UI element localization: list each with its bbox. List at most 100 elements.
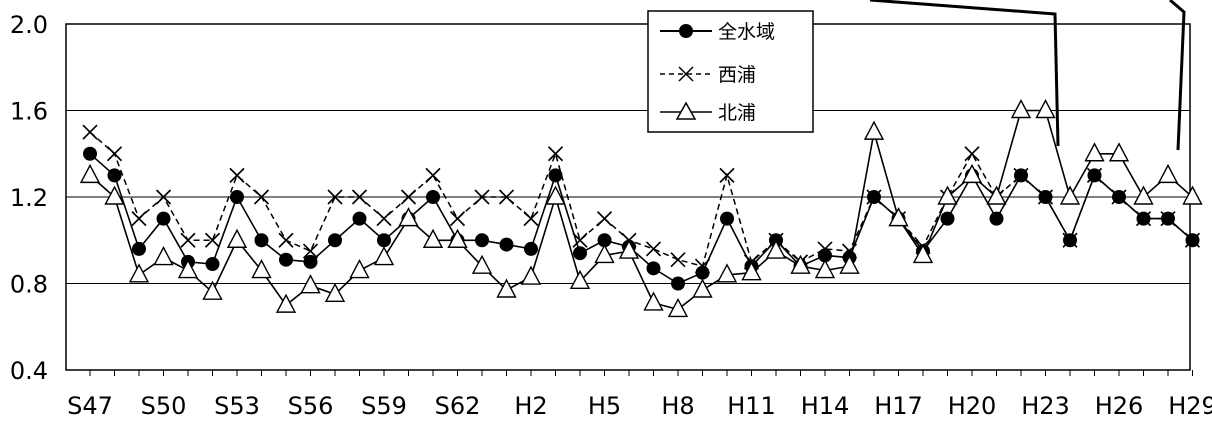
data-point-series-2	[422, 228, 444, 248]
y-tick-label: 1.6	[10, 98, 48, 126]
data-point-series-2	[863, 120, 885, 140]
data-point-series-2	[765, 239, 787, 259]
data-point-series-0	[132, 241, 146, 256]
y-tick-label: 0.8	[10, 271, 48, 299]
data-point-series-2	[741, 261, 762, 281]
x-tick-label: H29	[1168, 392, 1212, 420]
data-point-series-1	[229, 167, 245, 183]
data-point-series-2	[1084, 142, 1105, 162]
data-point-series-2	[1059, 185, 1081, 205]
legend-label-1: 西浦	[718, 64, 756, 86]
x-tick-label: H11	[727, 392, 776, 420]
data-point-series-2	[79, 163, 101, 184]
data-point-series-0	[646, 261, 661, 276]
x-tick-label: H17	[874, 392, 923, 420]
data-point-series-2	[545, 185, 566, 205]
data-point-series-0	[720, 211, 734, 226]
data-point-series-1	[425, 167, 441, 183]
x-tick-label: S59	[361, 392, 407, 420]
x-tick-label: H23	[1021, 392, 1070, 420]
data-point-series-2	[128, 263, 150, 283]
y-tick-label: 0.4	[10, 357, 48, 385]
data-point-series-1	[1062, 232, 1078, 248]
data-point-series-1	[106, 146, 123, 162]
series-markers	[79, 99, 1203, 318]
data-point-series-2	[447, 228, 468, 248]
x-tick-label: H8	[661, 392, 694, 420]
data-point-series-2	[1035, 99, 1056, 119]
data-point-series-0	[303, 254, 318, 269]
x-tick-label: S47	[67, 392, 113, 420]
data-point-series-2	[1010, 99, 1032, 119]
data-point-series-0	[548, 168, 563, 183]
data-point-series-1	[131, 211, 147, 227]
data-point-series-1	[253, 189, 270, 205]
data-point-series-1	[572, 232, 588, 248]
data-point-series-2	[177, 259, 199, 279]
data-point-series-1	[670, 252, 686, 268]
data-point-series-1	[1184, 232, 1201, 248]
data-point-series-2	[275, 293, 297, 313]
data-point-series-2	[643, 291, 664, 311]
data-point-series-1	[327, 189, 343, 205]
data-point-series-1	[596, 211, 613, 227]
x-tick-label: H2	[514, 392, 547, 420]
series-lines	[89, 109, 1194, 311]
data-point-series-1	[180, 232, 196, 248]
data-point-series-0	[328, 233, 342, 248]
data-point-series-2	[1157, 163, 1179, 184]
data-point-series-1	[400, 189, 417, 205]
data-point-series-2	[153, 246, 174, 266]
data-point-series-2	[594, 243, 615, 264]
axes: 0.4 0.8 1.2 1.6 2.0 S47 S50 S53 S56 S59 S62 H2 H5 H8 H…	[10, 11, 1212, 420]
data-point-series-2	[667, 297, 689, 318]
data-point-series-0	[671, 276, 685, 291]
data-point-series-2	[986, 185, 1007, 205]
data-point-series-1	[498, 189, 515, 205]
data-point-series-0	[475, 233, 489, 248]
data-point-series-1	[964, 146, 980, 162]
legend-marker-2	[675, 101, 697, 120]
data-point-series-2	[839, 254, 860, 274]
y-tick-label: 1.2	[10, 184, 48, 212]
data-point-series-2	[398, 207, 419, 227]
series-line-2	[89, 109, 1194, 311]
data-point-series-0	[940, 211, 955, 226]
legend-marker-1	[678, 66, 694, 82]
data-point-series-1	[302, 243, 319, 259]
x-tick-label: H20	[948, 392, 997, 420]
data-point-series-1	[474, 189, 490, 205]
data-point-series-2	[937, 185, 958, 205]
legend: 全水域 西浦 北浦	[647, 10, 814, 133]
data-point-series-2	[349, 259, 370, 279]
x-tick-label: S50	[141, 392, 187, 420]
data-point-series-0	[597, 233, 612, 248]
data-point-series-1	[547, 146, 564, 162]
data-point-series-1	[1086, 167, 1103, 183]
x-tick-label: H5	[588, 392, 621, 420]
data-point-series-0	[156, 211, 171, 226]
data-point-series-1	[155, 189, 172, 205]
data-point-series-1	[1111, 189, 1127, 205]
data-point-series-0	[83, 146, 97, 161]
data-point-series-1	[719, 167, 735, 183]
data-point-series-1	[449, 211, 466, 227]
data-point-series-1	[523, 211, 539, 227]
data-point-series-0	[426, 190, 440, 204]
data-point-series-1	[645, 241, 662, 257]
series-line-1	[89, 131, 1193, 268]
data-point-series-2	[912, 243, 934, 264]
data-point-series-2	[300, 274, 321, 294]
x-tick-label: S53	[214, 392, 260, 420]
data-point-series-0	[695, 265, 710, 280]
data-point-series-1	[1160, 211, 1176, 227]
data-point-series-2	[692, 278, 713, 298]
data-point-series-0	[377, 233, 391, 248]
data-point-series-1	[817, 241, 833, 257]
data-point-series-0	[254, 233, 269, 248]
data-point-series-2	[104, 185, 125, 205]
annotation-line-1	[869, 0, 1060, 147]
x-tick-label: S62	[435, 392, 481, 420]
series-line-0	[89, 153, 1194, 285]
